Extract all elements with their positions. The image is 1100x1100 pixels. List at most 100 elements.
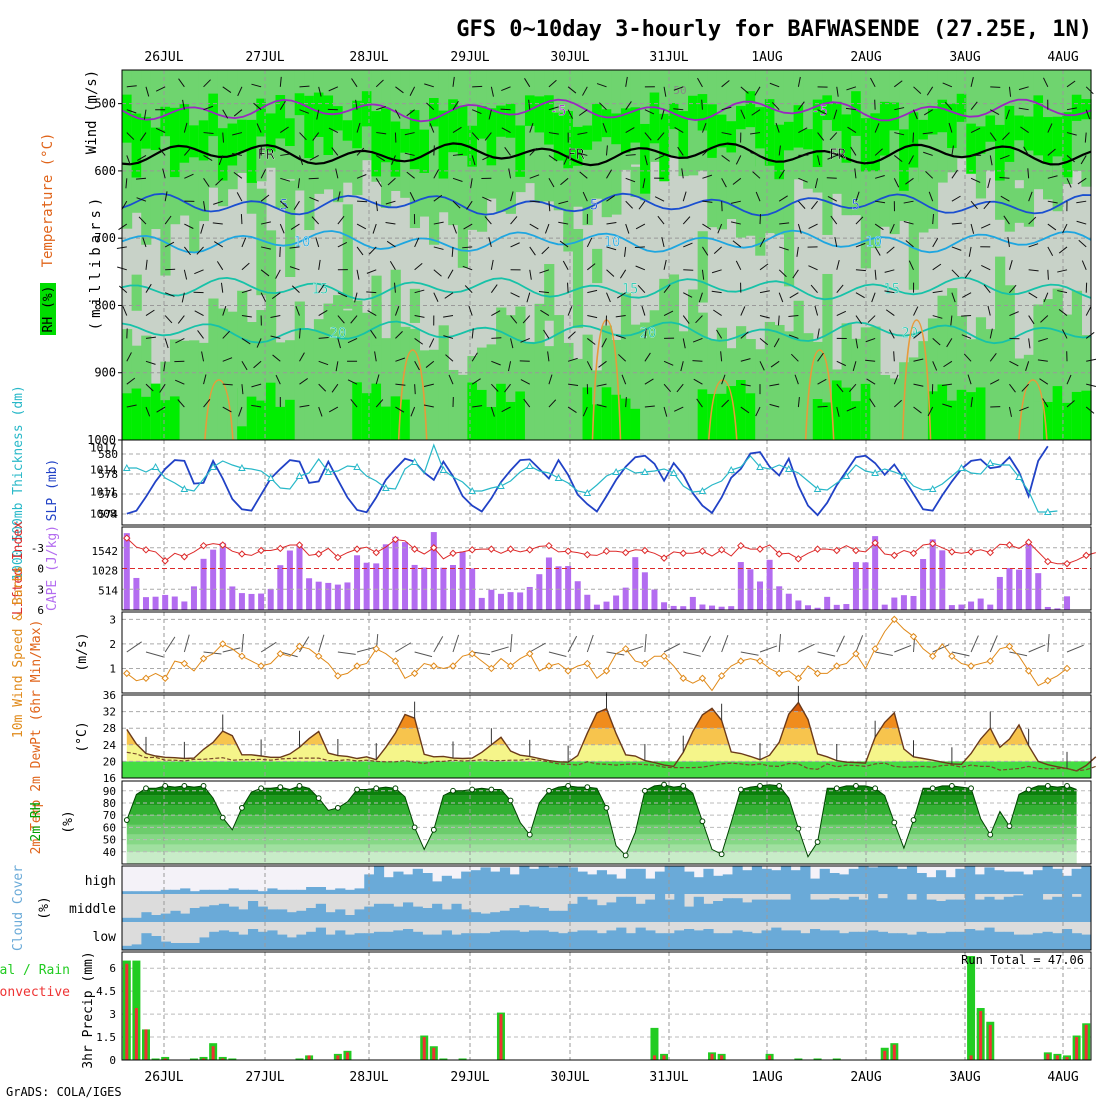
thickness-marker [842, 471, 851, 479]
precip-total-bar [295, 1058, 304, 1060]
wind-barb [711, 290, 722, 294]
cloud-middle-bar [567, 903, 578, 922]
wind-barb [696, 398, 703, 408]
wind-barb [867, 315, 876, 323]
cape-bar [785, 593, 792, 610]
cape-bar [728, 606, 735, 610]
cape-bar [363, 562, 370, 610]
slp-ylabel: SLP (mb) [45, 459, 60, 522]
cloud-high-bar [209, 889, 220, 894]
cloud-middle-bar [490, 912, 501, 922]
wind-barb [681, 168, 684, 179]
temp-unit: (°C) [75, 721, 90, 752]
wind-barb [674, 127, 684, 133]
wind-barb [508, 168, 512, 179]
wind-barb [429, 123, 435, 133]
cloud-low-bar [344, 934, 356, 950]
wind-barb [836, 406, 840, 417]
rh-upper-core [208, 93, 219, 137]
cloud-high-bar [1013, 871, 1024, 894]
rh-lower-core [716, 393, 728, 440]
wind-barb [538, 291, 549, 294]
cape-bar [277, 565, 284, 610]
cape-bar [449, 565, 456, 610]
cloud-middle-bar [383, 903, 394, 922]
wind-barb [119, 285, 128, 294]
rh-upper-core [323, 95, 334, 155]
thickness-marker [266, 473, 275, 481]
cloud-low-bar [577, 930, 588, 950]
wind-barb [817, 328, 820, 339]
wind-barb [663, 86, 667, 97]
cloud-middle-bar [548, 910, 559, 922]
wind-barb [913, 109, 918, 120]
rh-upper-core [390, 121, 401, 177]
cloud-high-bar [703, 868, 714, 894]
precip-total-bar [650, 1027, 659, 1060]
wind-barb [855, 338, 859, 349]
surface-wind-barb [241, 634, 245, 653]
surface-wind-barb [433, 636, 444, 653]
precip-conv-bar [720, 1055, 724, 1060]
wind-barb [203, 201, 206, 212]
cloud-high-bar [354, 888, 365, 894]
li-marker [583, 550, 592, 559]
cloud-low-bar [519, 931, 530, 950]
cloud-high-bar [461, 871, 472, 894]
rh-lower-band [371, 302, 382, 440]
rh-marker [315, 795, 322, 801]
wind-barb [203, 398, 211, 408]
rh-upper-core [764, 99, 775, 166]
cloud-low-bar [528, 930, 540, 950]
wind-barb [433, 269, 442, 277]
rh-marker [507, 797, 514, 804]
wind-barb [520, 379, 530, 385]
rh-upper-core [831, 101, 843, 131]
cloud-low-bar [693, 930, 704, 950]
wind-barb [394, 109, 401, 119]
wind-barb [529, 223, 539, 230]
wind-barb [852, 361, 857, 372]
cloud-middle-bar [606, 902, 617, 922]
wind-barb [233, 171, 243, 179]
rh-marker [987, 831, 994, 838]
cape-bar [344, 582, 351, 610]
cloud-low-bar [887, 933, 898, 950]
rh-upper-core [505, 103, 516, 138]
isotherm-label: 15 [883, 282, 900, 298]
cloud-middle-bar [800, 894, 811, 922]
wind-barb [181, 292, 185, 303]
slp-line [126, 445, 1049, 517]
wind-barb [484, 216, 492, 225]
wind-speed-marker [717, 672, 726, 680]
rh-upper-core [947, 103, 958, 149]
wind-barb [578, 109, 588, 116]
cloud-high-bar [548, 867, 559, 894]
rh-lower-band [1081, 335, 1092, 440]
rh-lower-core [927, 391, 939, 440]
precip-total-bar [228, 1058, 237, 1060]
wind-barb [1085, 406, 1095, 414]
rh-upper-core [726, 121, 737, 153]
rh-lower-band [1004, 350, 1015, 440]
rh-marker [354, 786, 360, 793]
upper-ylabel-millibars: (millibars) [88, 194, 104, 331]
cloud-middle-bar [645, 899, 656, 922]
rh-upper-core [822, 95, 833, 121]
wind-barb [855, 269, 866, 272]
cloud-low-bar [994, 931, 1005, 950]
cape-bar [948, 605, 955, 610]
rh-lower-band [429, 349, 440, 440]
wind-barb [452, 223, 457, 234]
wind-barb [836, 383, 844, 393]
wind-barb [625, 397, 627, 408]
wind-barb [523, 398, 531, 408]
precip-legend-total: Total / Rain [0, 963, 70, 978]
cloud-high-bar [335, 888, 346, 894]
precip-conv-bar [988, 1024, 992, 1060]
wind-barb [777, 315, 780, 326]
wind-barb [232, 132, 243, 136]
cloud-low-bar [1081, 934, 1092, 950]
rh-vertical-streak [716, 153, 728, 224]
surface-wind-barb [145, 651, 164, 658]
